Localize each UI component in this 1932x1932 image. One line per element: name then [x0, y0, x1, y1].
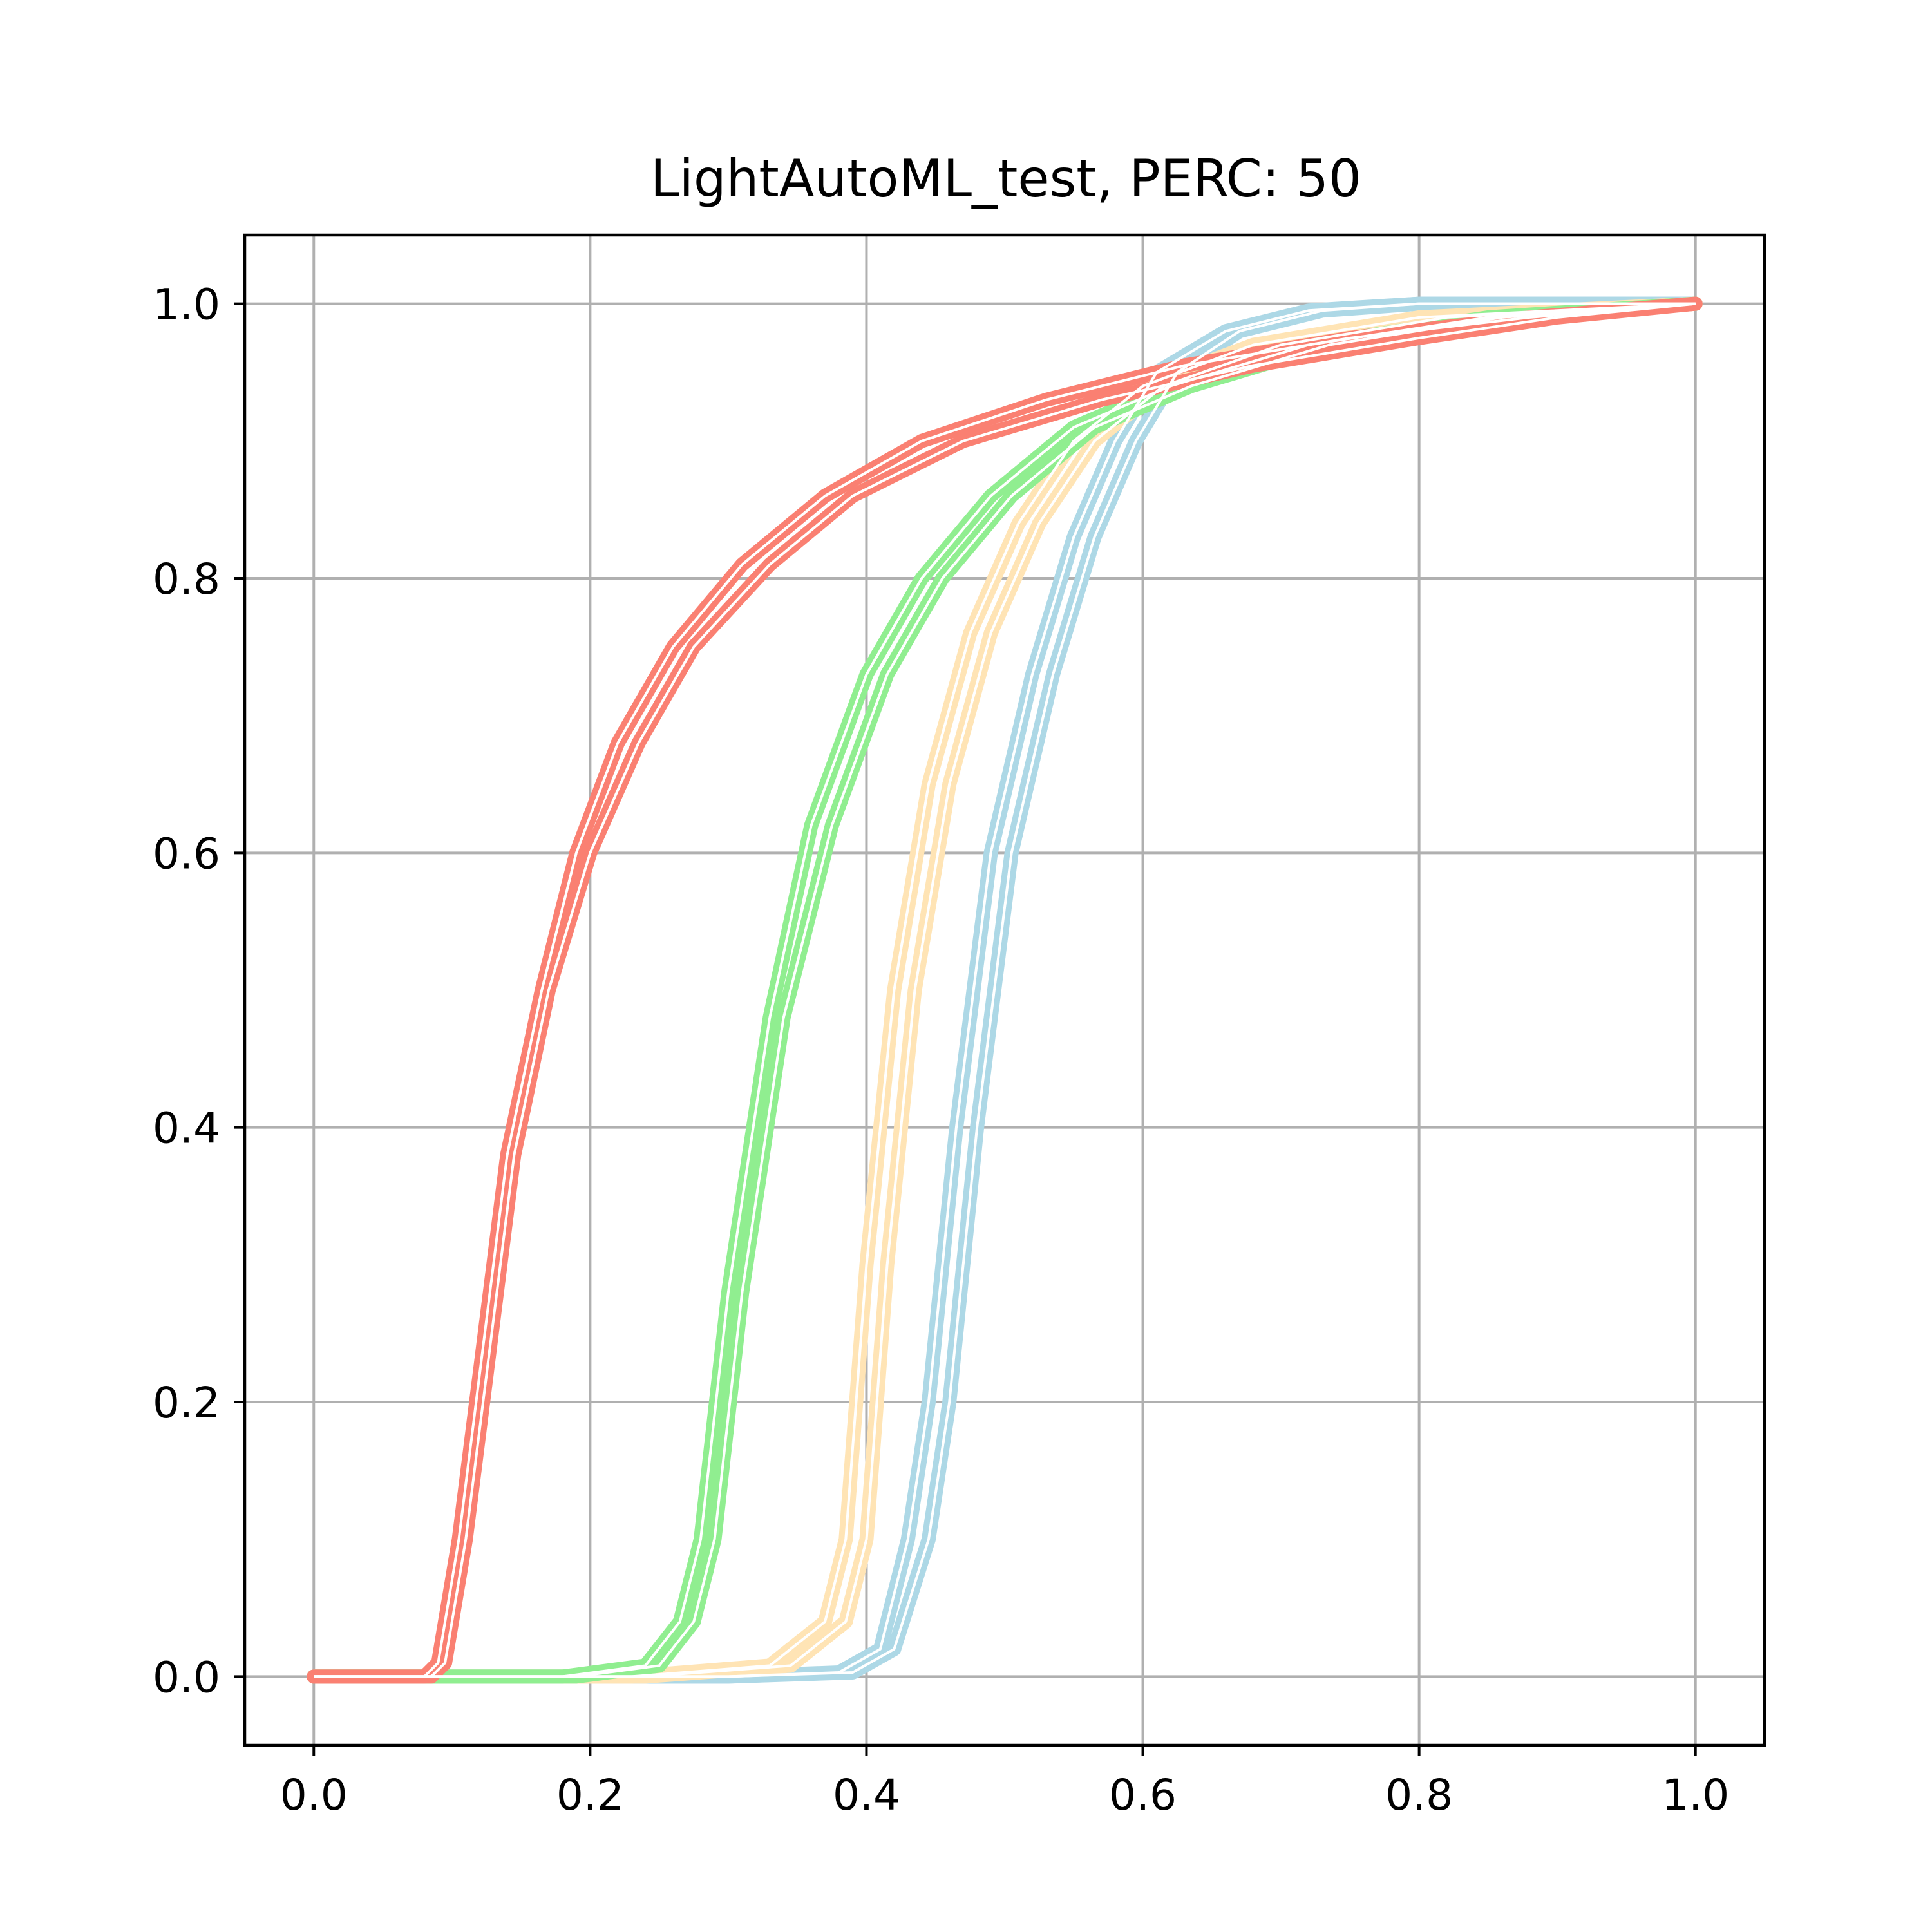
- x-tick-label: 0.4: [833, 1770, 900, 1820]
- series-highlight-6: [314, 302, 1696, 1678]
- x-tick-label: 1.0: [1662, 1770, 1729, 1820]
- y-tick-label: 1.0: [153, 280, 220, 330]
- x-tick-label: 0.8: [1385, 1770, 1453, 1820]
- y-tick-label: 0.4: [153, 1104, 220, 1153]
- series-highlight-3: [314, 302, 1696, 1678]
- series-highlight-1: [314, 302, 1696, 1678]
- y-tick-label: 0.6: [153, 829, 220, 878]
- chart-title: LightAutoML_test, PERC: 50: [650, 149, 1361, 209]
- x-tick-label: 0.0: [280, 1770, 348, 1820]
- series-layer: [307, 296, 1703, 1684]
- series-highlight-4: [314, 302, 1696, 1678]
- y-tick-label: 0.2: [153, 1378, 220, 1428]
- tick-layer: 0.0 0.2 0.4 0.6 0.8 1.0 0.0 0.2 0.4 0.6 0.8 1.0: [153, 280, 1729, 1820]
- series-highlight-0: [314, 302, 1696, 1678]
- series-highlight-2: [314, 302, 1696, 1678]
- series-highlight-7: [314, 302, 1696, 1678]
- y-tick-label: 0.8: [153, 554, 220, 604]
- x-tick-label: 0.6: [1109, 1770, 1177, 1820]
- x-tick-label: 0.2: [556, 1770, 624, 1820]
- y-tick-label: 0.0: [153, 1653, 220, 1702]
- axes-frame: [243, 233, 1766, 1747]
- series-line-5: [307, 296, 1703, 1684]
